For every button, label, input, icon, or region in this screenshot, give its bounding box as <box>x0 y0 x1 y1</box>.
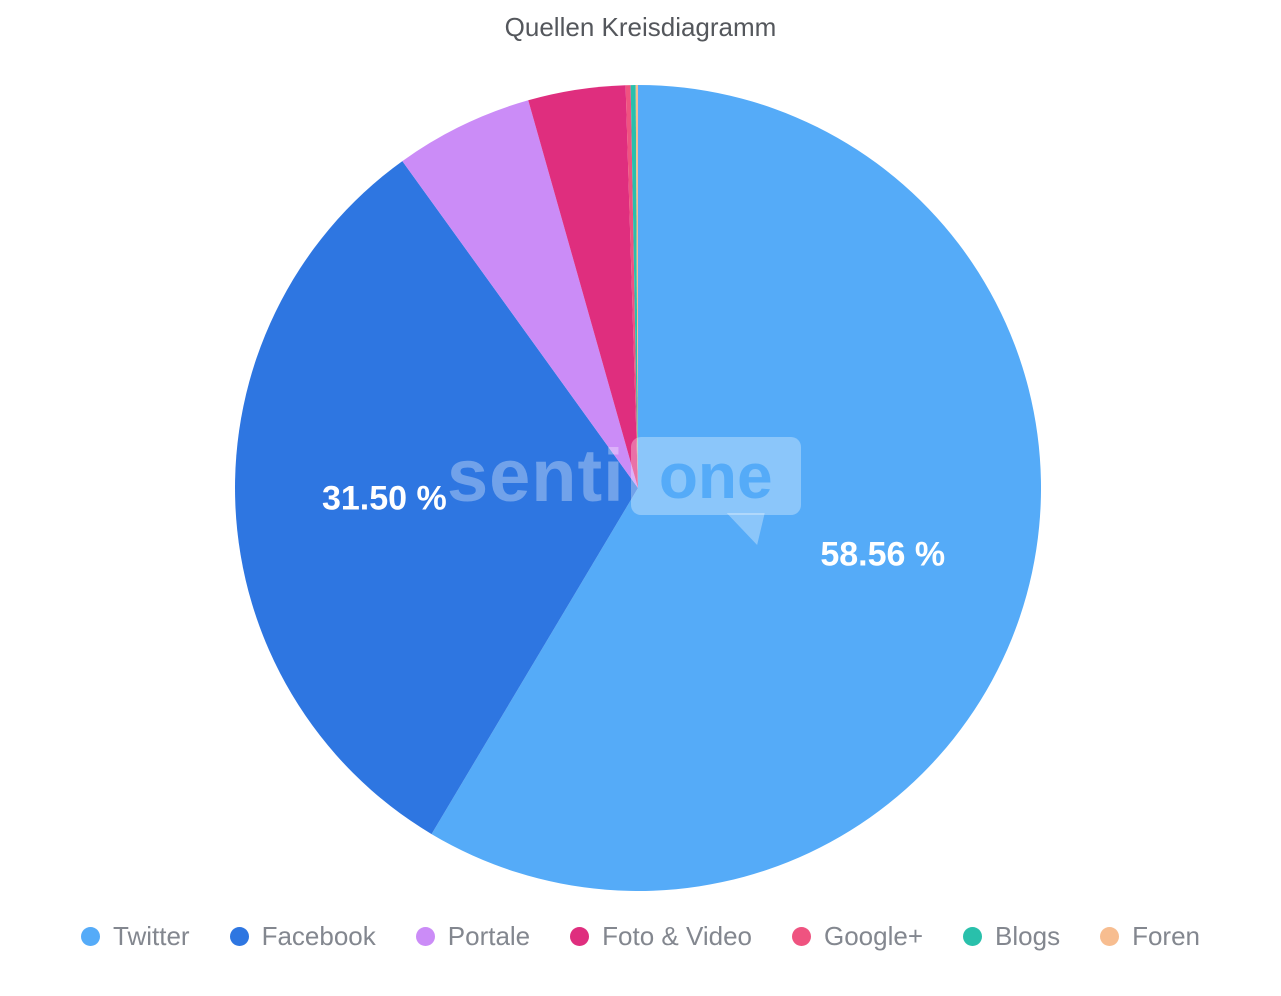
legend-label-twitter: Twitter <box>113 920 190 951</box>
pie-slice-foto-video[interactable] <box>528 85 638 488</box>
legend-item-foren[interactable]: Foren <box>1100 921 1200 952</box>
legend-dot-foto-video <box>570 926 590 946</box>
legend-item-blogs[interactable]: Blogs <box>963 921 1060 952</box>
legend-label-blogs: Blogs <box>995 920 1061 951</box>
pie-slice-portale[interactable] <box>402 100 638 489</box>
legend-dot-facebook <box>229 926 249 946</box>
pie-chart: senti one 58.56 % 31.50 % <box>235 85 1041 891</box>
legend-dot-portale <box>415 926 435 946</box>
pie-slice-foren[interactable] <box>635 85 638 488</box>
chart-title: Quellen Kreisdiagramm <box>504 12 777 42</box>
legend-item-facebook[interactable]: Facebook <box>229 920 376 952</box>
legend-label-foren: Foren <box>1132 920 1200 951</box>
legend-label-google: Google+ <box>824 920 924 951</box>
legend-item-portale[interactable]: Portale <box>415 920 531 952</box>
pie-slice-twitter[interactable] <box>431 85 1041 891</box>
legend-label-portale: Portale <box>447 920 531 951</box>
legend-label-facebook: Facebook <box>261 920 376 951</box>
legend-dot-foren <box>1100 926 1120 946</box>
legend-item-foto-video[interactable]: Foto & Video <box>570 921 752 952</box>
legend-item-google[interactable]: Google+ <box>792 921 923 952</box>
pie-slice-facebook[interactable] <box>235 161 639 835</box>
legend-dot-blogs <box>963 926 983 946</box>
pie-svg <box>235 85 1041 891</box>
legend-label-foto-video: Foto & Video <box>602 920 752 951</box>
legend-dot-twitter <box>81 926 100 946</box>
pie-slice-google[interactable] <box>625 85 638 488</box>
legend-item-twitter[interactable]: Twitter <box>81 921 190 952</box>
legend: Twitter Facebook Portale Foto & Video Google… <box>0 912 1281 960</box>
pie-slice-blogs[interactable] <box>630 85 638 488</box>
legend-dot-google <box>792 926 811 946</box>
